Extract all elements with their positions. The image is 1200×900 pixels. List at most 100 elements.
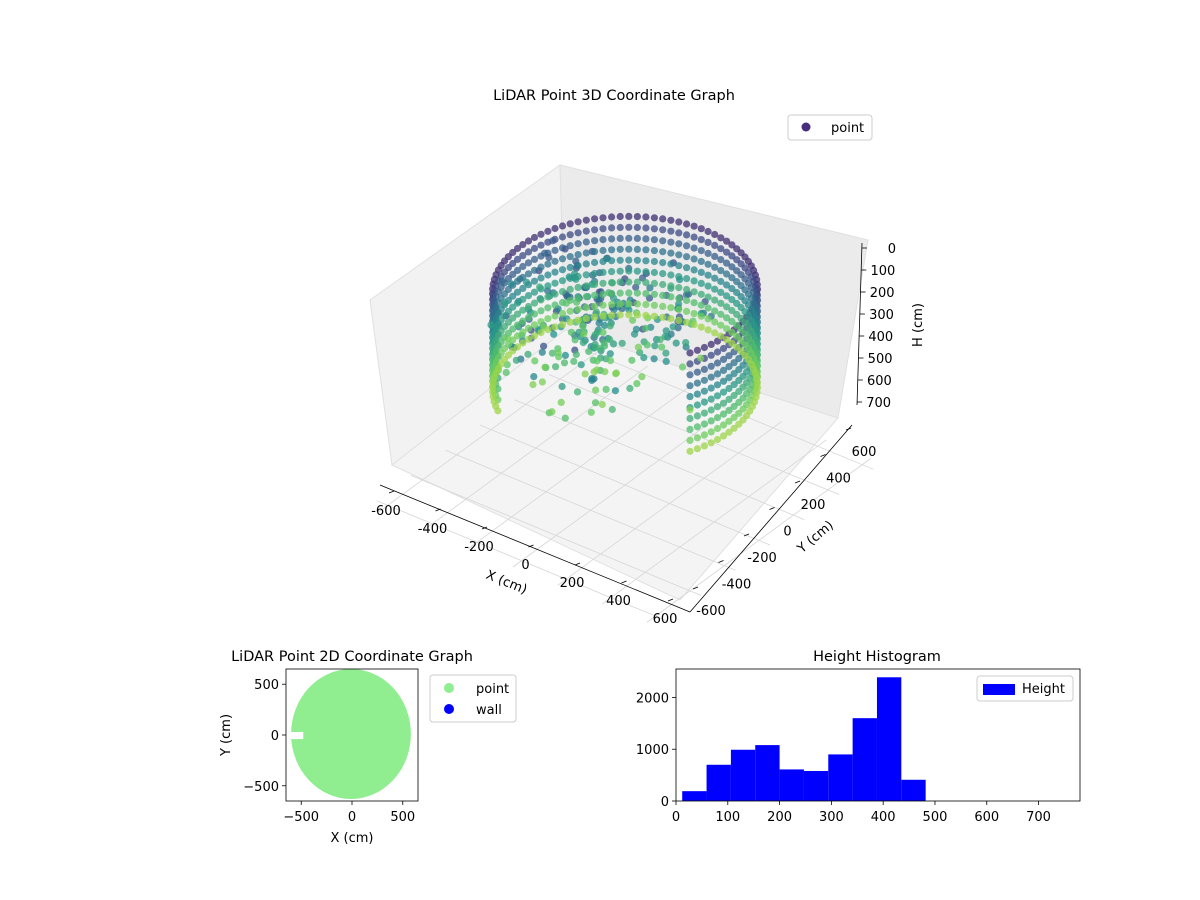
point-3d: [599, 329, 606, 336]
point-3d: [667, 304, 674, 311]
point-3d: [551, 280, 558, 287]
point-3d: [691, 223, 698, 230]
point-3d: [531, 332, 538, 339]
point-3d: [686, 382, 693, 389]
point-3d: [583, 315, 590, 322]
point-3d: [717, 278, 724, 285]
point-3d: [537, 231, 544, 238]
point-3d: [705, 304, 712, 311]
point-3d: [574, 388, 581, 395]
point-cloud-2d-gap: [286, 732, 303, 739]
point-3d: [525, 270, 532, 277]
point-3d: [694, 380, 701, 387]
histogram-bar: [853, 718, 877, 801]
point-3d: [698, 236, 705, 243]
point-3d: [525, 237, 532, 244]
point-3d: [628, 357, 635, 364]
point-3d: [711, 242, 718, 249]
point-3d: [559, 222, 566, 229]
point-3d: [570, 358, 577, 365]
legend-3d-label: point: [831, 121, 864, 136]
histogram-bar: [828, 754, 852, 801]
point-3d: [711, 318, 718, 325]
point-3d: [591, 215, 598, 222]
point-3d: [708, 396, 715, 403]
point-3d: [537, 329, 544, 336]
y-axis-label-2d: Y (cm): [219, 714, 234, 757]
point-3d: [635, 344, 642, 351]
point-3d: [529, 381, 536, 388]
legend-2d-wall-label: wall: [476, 703, 502, 718]
point-3d: [711, 264, 718, 271]
point-3d: [682, 339, 689, 346]
point-3d: [603, 386, 610, 393]
x-tick-3d: [668, 599, 673, 601]
point-3d: [625, 257, 632, 264]
point-3d: [544, 261, 551, 268]
point-3d: [591, 270, 598, 277]
point-3d: [701, 410, 708, 417]
point-3d: [642, 325, 649, 332]
point-3d: [642, 290, 649, 297]
point-3d: [578, 361, 585, 368]
x-tick-3d: [622, 581, 627, 583]
point-3d: [708, 363, 715, 370]
point-3d: [683, 297, 690, 304]
point-3d: [694, 401, 701, 408]
point-3d: [683, 319, 690, 326]
y-tick-label-histogram: 2000: [636, 691, 669, 706]
point-3d: [617, 213, 624, 220]
point-3d: [599, 269, 606, 276]
point-3d: [591, 248, 598, 255]
point-3d: [694, 391, 701, 398]
point-3d: [617, 279, 624, 286]
point-3d: [580, 339, 587, 346]
point-3d: [651, 355, 658, 362]
point-3d: [551, 269, 558, 276]
point-3d: [609, 406, 616, 413]
point-3d: [711, 297, 718, 304]
point-3d: [694, 434, 701, 441]
point-3d: [698, 313, 705, 320]
point-3d: [541, 250, 548, 257]
point-3d: [531, 267, 538, 274]
point-3d: [592, 387, 599, 394]
point-3d: [642, 257, 649, 264]
point-3d: [608, 268, 615, 275]
point-3d: [591, 226, 598, 233]
point-3d: [525, 314, 532, 321]
z-tick-label-3d: 0: [888, 242, 896, 257]
point-3d: [634, 224, 641, 231]
y-tick-3d: [770, 508, 775, 510]
point-3d: [559, 233, 566, 240]
point-3d: [591, 237, 598, 244]
point-3d: [651, 280, 658, 287]
point-3d: [617, 257, 624, 264]
point-3d: [686, 349, 693, 356]
point-3d: [691, 310, 698, 317]
point-3d: [705, 326, 712, 333]
point-3d: [686, 415, 693, 422]
legend-2d-wall-marker: [444, 704, 454, 714]
x-tick-label-3d: -200: [464, 540, 494, 555]
point-3d: [701, 388, 708, 395]
point-3d: [667, 271, 674, 278]
point-3d: [708, 428, 715, 435]
point-3d: [708, 439, 715, 446]
point-3d: [572, 336, 579, 343]
point-3d: [691, 266, 698, 273]
legend-2d-point-marker: [444, 683, 454, 693]
point-3d: [608, 279, 615, 286]
point-3d: [539, 378, 546, 385]
point-3d: [617, 290, 624, 297]
point-3d: [552, 363, 559, 370]
point-3d: [575, 262, 582, 269]
point-3d: [591, 259, 598, 266]
point-3d: [567, 231, 574, 238]
point-3d: [504, 335, 511, 342]
point-3d: [591, 314, 598, 321]
point-3d: [588, 409, 595, 416]
point-3d: [617, 235, 624, 242]
point-3d: [599, 291, 606, 298]
point-3d: [551, 258, 558, 265]
